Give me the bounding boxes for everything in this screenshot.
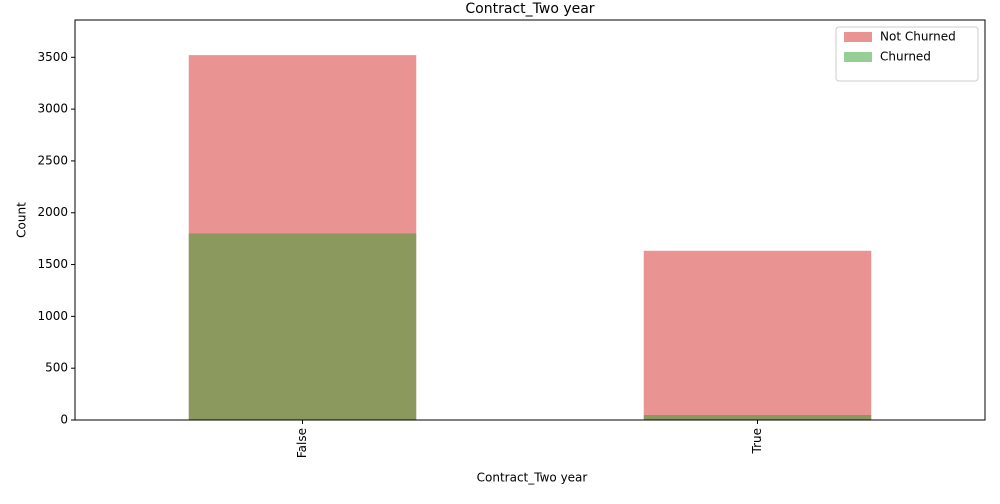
x-tick-label: True [750,428,764,455]
legend-swatch [844,52,872,62]
y-tick-label: 500 [45,361,68,375]
bar [188,233,417,420]
x-axis-label: Contract_Two year [477,471,588,485]
chart-title: Contract_Two year [465,1,594,17]
legend-swatch [844,32,872,42]
y-tick-label: 3000 [37,102,68,116]
y-axis-label: Count [15,202,29,238]
y-tick-label: 3500 [37,50,68,64]
legend-label: Not Churned [880,30,956,44]
y-tick-label: 0 [60,413,68,427]
bar [643,250,872,420]
bar [643,415,872,420]
x-tick-label: False [295,428,309,458]
plot-frame [74,19,986,421]
y-tick-label: 2500 [37,153,68,167]
legend-label: Churned [880,50,931,64]
y-tick-label: 2000 [37,205,68,219]
y-tick-label: 1000 [37,309,68,323]
y-tick-label: 1500 [37,257,68,271]
